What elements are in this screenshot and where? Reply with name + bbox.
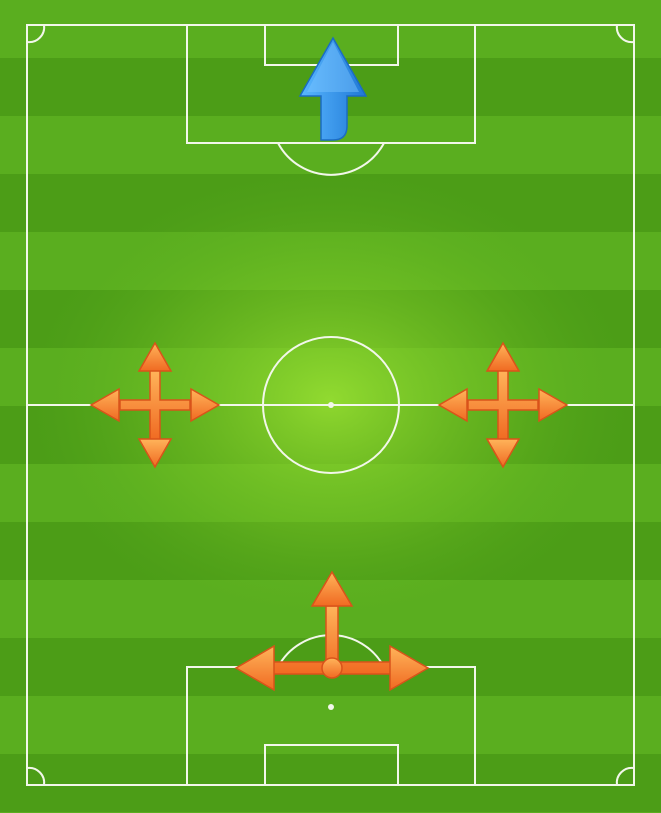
corner-arc-top-right bbox=[615, 24, 635, 44]
grass-stripe bbox=[0, 754, 661, 812]
top-penalty-arc bbox=[277, 142, 385, 176]
three-way-arrow-icon[interactable] bbox=[234, 570, 430, 692]
corner-arc-top-left bbox=[26, 24, 46, 44]
four-way-arrow-icon[interactable] bbox=[437, 341, 569, 469]
bottom-penalty-spot bbox=[328, 704, 334, 710]
four-way-arrow-icon[interactable] bbox=[89, 341, 221, 469]
corner-arc-bottom-right bbox=[615, 766, 635, 786]
bottom-goal-box bbox=[264, 744, 399, 786]
center-spot bbox=[328, 402, 334, 408]
corner-arc-bottom-left bbox=[26, 766, 46, 786]
center-circle bbox=[262, 336, 400, 474]
center-glow bbox=[30, 170, 630, 630]
arrow-up-icon[interactable] bbox=[298, 36, 368, 141]
